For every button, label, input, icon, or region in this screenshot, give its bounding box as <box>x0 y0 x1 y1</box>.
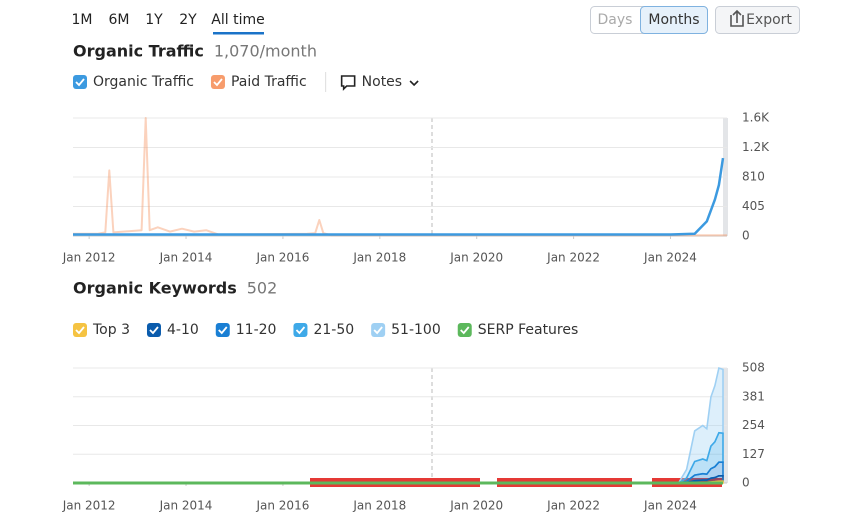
granularity-active-bg <box>640 6 708 34</box>
export-label[interactable]: Export <box>746 12 792 28</box>
notes-chevron <box>409 80 419 87</box>
legend-label[interactable]: SERP Features <box>478 322 579 338</box>
legend-label[interactable]: 51-100 <box>391 322 441 338</box>
check-icon <box>373 326 383 335</box>
legend-checkbox[interactable] <box>73 323 87 337</box>
legend-checkbox[interactable] <box>210 75 225 89</box>
check-icon <box>75 78 85 87</box>
y-tick-label: 0 <box>742 229 750 243</box>
check-icon <box>218 326 228 335</box>
x-tick-label: Jan 2020 <box>449 499 503 513</box>
x-tick-label: Jan 2022 <box>546 251 600 265</box>
x-tick-label: Jan 2016 <box>255 251 309 265</box>
legend-label[interactable]: 11-20 <box>236 322 277 338</box>
legend-checkbox[interactable] <box>293 323 308 337</box>
x-tick-label: Jan 2014 <box>159 251 213 265</box>
y-tick-label: 0 <box>742 476 750 490</box>
legend-label[interactable]: 4-10 <box>167 322 199 338</box>
x-tick-label: Jan 2016 <box>255 499 309 513</box>
x-tick-label: Jan 2020 <box>449 251 503 265</box>
check-icon <box>213 78 223 87</box>
legend-label[interactable]: Top 3 <box>92 322 130 338</box>
legend-label[interactable]: Paid Traffic <box>231 74 307 90</box>
granularity-button[interactable]: Months <box>648 12 699 28</box>
chart-subtitle: 502 <box>247 279 278 298</box>
legend-label[interactable]: 21-50 <box>313 322 354 338</box>
y-tick-label: 1.2K <box>742 140 770 154</box>
chart-title: Organic Traffic <box>73 42 204 61</box>
y-tick-label: 405 <box>742 199 765 213</box>
y-tick-label: 127 <box>742 447 765 461</box>
x-tick-label: Jan 2012 <box>62 499 116 513</box>
period-tab[interactable]: 1Y <box>145 12 163 28</box>
chart-title: Organic Keywords <box>73 279 237 298</box>
legend-checkbox[interactable] <box>73 75 87 89</box>
y-tick-label: 381 <box>742 389 765 403</box>
check-icon <box>75 326 85 335</box>
x-tick-label: Jan 2022 <box>546 499 600 513</box>
x-tick-label: Jan 2014 <box>159 499 213 513</box>
export-icon <box>730 9 744 27</box>
legend-checkbox[interactable] <box>457 323 472 337</box>
x-tick-label: Jan 2018 <box>352 251 406 265</box>
x-tick-label: Jan 2024 <box>643 499 697 513</box>
check-icon <box>460 326 470 335</box>
x-tick-label: Jan 2018 <box>352 499 406 513</box>
chart-subtitle: 1,070/month <box>214 42 317 61</box>
check-icon <box>295 326 306 335</box>
y-tick-label: 508 <box>742 361 765 375</box>
legend-label[interactable]: Organic Traffic <box>93 74 194 90</box>
y-tick-label: 810 <box>742 170 765 184</box>
y-tick-label: 1.6K <box>742 111 770 125</box>
period-tab[interactable]: 6M <box>109 12 130 28</box>
x-tick-label: Jan 2024 <box>643 251 697 265</box>
legend-checkbox[interactable] <box>215 323 230 337</box>
traffic-line <box>73 157 725 236</box>
granularity-button[interactable]: Days <box>598 12 633 28</box>
traffic-line <box>73 117 727 237</box>
notes-button[interactable]: Notes <box>362 74 402 90</box>
period-tab[interactable]: 1M <box>72 12 93 28</box>
notes-icon <box>340 75 356 91</box>
legend-checkbox[interactable] <box>371 323 386 337</box>
x-tick-label: Jan 2012 <box>62 251 116 265</box>
legend-checkbox[interactable] <box>146 323 161 337</box>
active-tab-underline <box>213 32 264 35</box>
y-tick-label: 254 <box>742 418 765 432</box>
period-tab-active[interactable]: All time <box>211 12 264 28</box>
check-icon <box>149 326 159 335</box>
period-tab[interactable]: 2Y <box>179 12 197 28</box>
